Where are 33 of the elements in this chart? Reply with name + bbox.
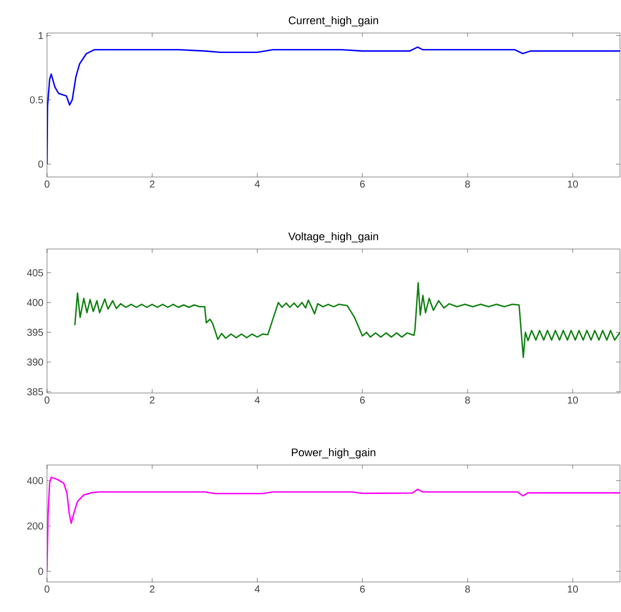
x-tick-label: 10: [568, 396, 578, 404]
x-tick-label: 0: [44, 586, 50, 593]
y-tick-label: 400: [27, 299, 44, 306]
x-tick-label: 4: [254, 396, 260, 404]
x-tick-label: 6: [360, 180, 365, 188]
y-tick-label: 405: [27, 269, 44, 276]
y-tick-label: 400: [27, 477, 44, 484]
x-tick-label: 8: [465, 586, 470, 593]
x-tick-label: 4: [254, 586, 260, 592]
y-tick-label: 1: [38, 32, 43, 40]
y-tick-label: 0.5: [30, 96, 44, 104]
x-tick-label: 10: [568, 180, 578, 188]
x-tick-label: 8: [465, 180, 470, 188]
y-tick-label: 395: [27, 328, 44, 336]
x-tick-label: 8: [465, 396, 470, 404]
x-tick-label: 10: [568, 586, 578, 593]
x-tick-label: 4: [254, 180, 260, 188]
line-series: [74, 282, 620, 358]
y-tick-label: 390: [27, 358, 44, 366]
y-tick-label: 0: [38, 160, 44, 168]
y-tick-label: 385: [27, 388, 44, 396]
x-tick-label: 6: [360, 586, 365, 593]
y-tick-label: 200: [27, 522, 44, 530]
x-tick-label: 0: [44, 396, 50, 404]
x-tick-label: 6: [360, 396, 365, 404]
chart-title: Power_high_gain: [292, 448, 376, 458]
x-tick-label: 2: [150, 586, 154, 593]
chart-title: Current_high_gain: [288, 16, 378, 26]
chart-title: Voltage_high_gain: [288, 232, 378, 242]
x-tick-label: 2: [150, 180, 154, 188]
x-tick-label: 2: [150, 396, 154, 404]
y-tick-label: 0: [38, 568, 44, 575]
x-tick-label: 0: [44, 180, 50, 188]
